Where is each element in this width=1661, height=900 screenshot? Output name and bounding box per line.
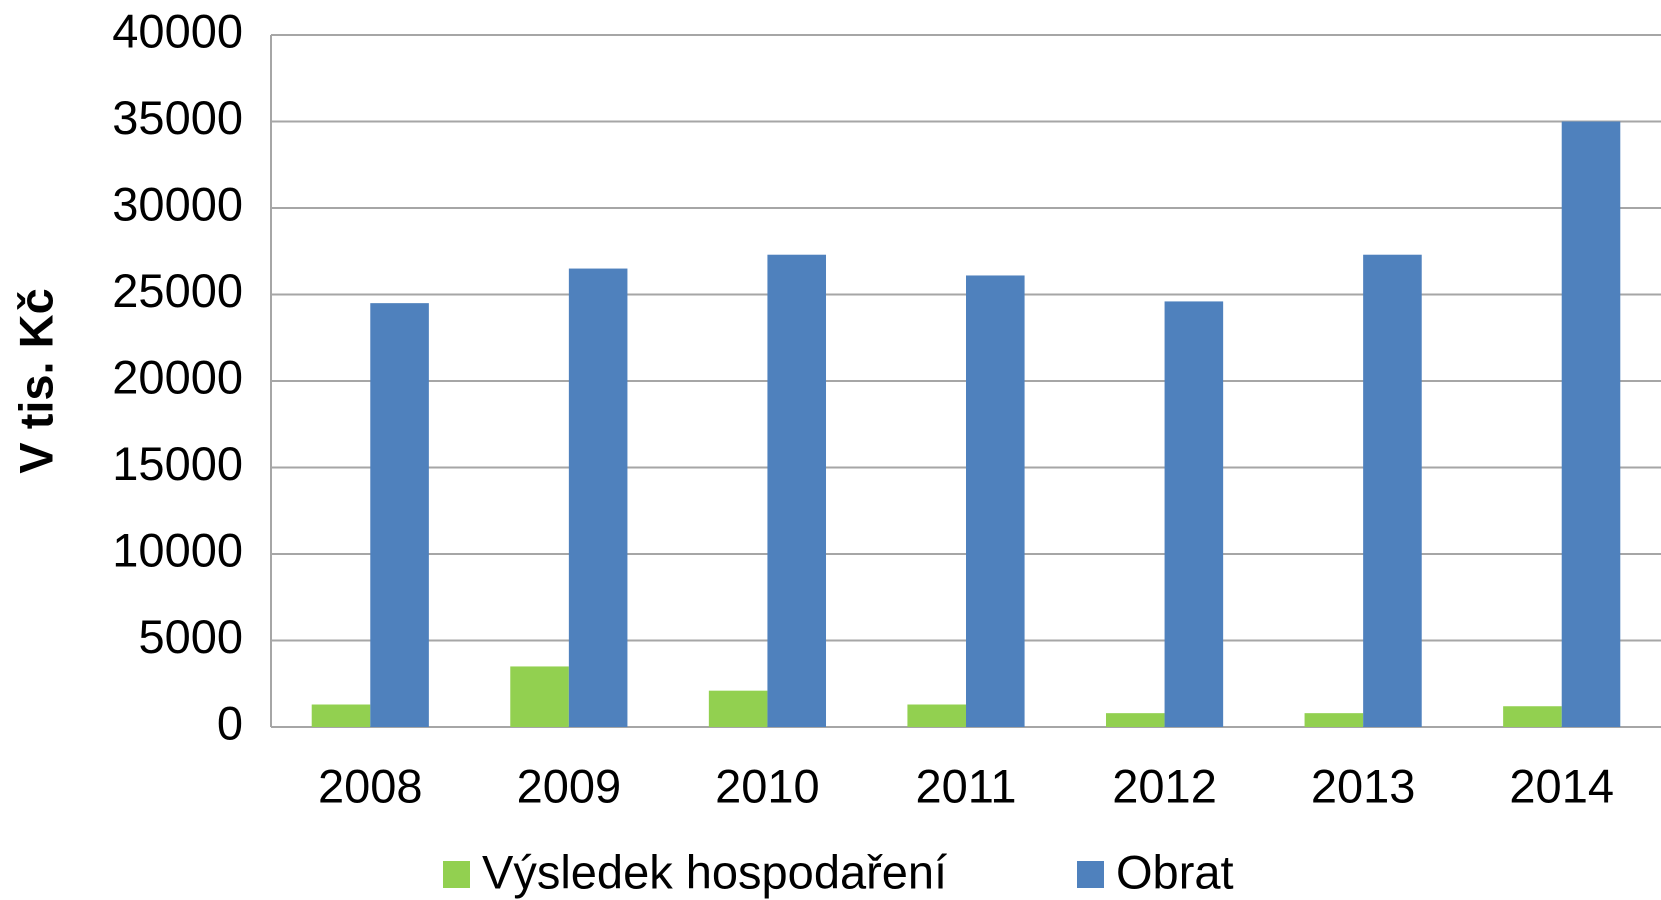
bar [568, 268, 628, 727]
bar [1164, 301, 1224, 727]
y-tick-label: 0 [217, 696, 243, 749]
x-tick-label: 2012 [1112, 759, 1217, 812]
y-tick-label: 10000 [112, 523, 243, 576]
bar [510, 666, 569, 727]
y-tick-label: 5000 [138, 610, 243, 663]
y-axis-label: V tis. Kč [9, 288, 62, 473]
y-tick-label: 40000 [112, 4, 243, 57]
x-tick-label: 2014 [1509, 759, 1614, 812]
bar [966, 275, 1025, 727]
bar [1561, 121, 1621, 727]
y-tick-label: 35000 [112, 91, 243, 144]
bar [907, 704, 966, 727]
legend-label: Výsledek hospodaření [482, 845, 947, 898]
bar [1363, 254, 1422, 727]
legend-label: Obrat [1116, 845, 1234, 898]
bar [1304, 713, 1364, 727]
bar [767, 254, 827, 727]
x-tick-label: 2010 [715, 759, 820, 812]
bar [708, 690, 768, 727]
bar [370, 303, 429, 727]
y-tick-label: 25000 [112, 264, 243, 317]
bar [311, 704, 371, 727]
x-tick-label: 2013 [1311, 759, 1416, 812]
bar [1503, 706, 1562, 727]
x-tick-label: 2008 [318, 759, 423, 812]
legend-swatch [443, 861, 470, 888]
x-tick-label: 2009 [517, 759, 622, 812]
bar [1105, 713, 1165, 727]
y-tick-label: 30000 [112, 177, 243, 230]
legend-swatch [1077, 861, 1104, 888]
x-tick-label: 2011 [915, 759, 1016, 812]
y-tick-label: 20000 [112, 350, 243, 403]
y-tick-label: 15000 [112, 437, 243, 490]
